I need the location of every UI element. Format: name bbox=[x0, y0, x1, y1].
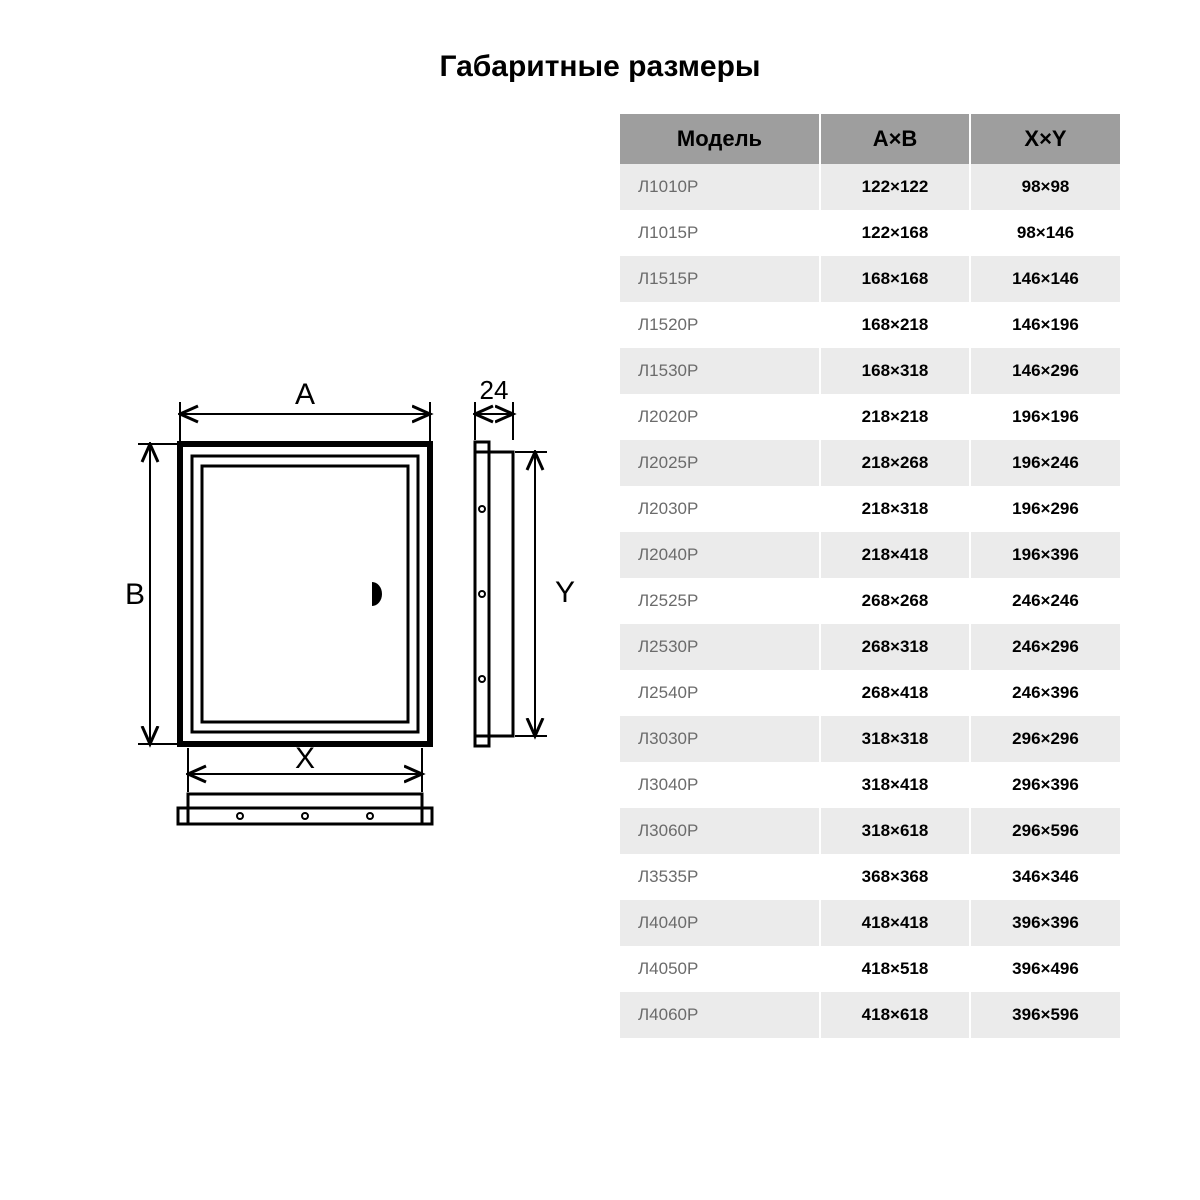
table-row: Л1520Р168×218146×196 bbox=[620, 302, 1120, 348]
cell-ab: 418×418 bbox=[820, 900, 970, 946]
col-ab: A×B bbox=[820, 114, 970, 164]
cell-xy: 146×296 bbox=[970, 348, 1120, 394]
page-title: Габаритные размеры bbox=[80, 50, 1120, 84]
cell-model: Л4060Р bbox=[620, 992, 820, 1038]
cell-ab: 168×168 bbox=[820, 256, 970, 302]
cell-ab: 418×618 bbox=[820, 992, 970, 1038]
table-row: Л2540Р268×418246×396 bbox=[620, 670, 1120, 716]
cell-ab: 218×268 bbox=[820, 440, 970, 486]
table-row: Л1010Р122×12298×98 bbox=[620, 164, 1120, 210]
cell-ab: 318×618 bbox=[820, 808, 970, 854]
cell-xy: 246×396 bbox=[970, 670, 1120, 716]
dim-B-label: B bbox=[125, 578, 145, 611]
cell-model: Л1010Р bbox=[620, 164, 820, 210]
cell-ab: 218×318 bbox=[820, 486, 970, 532]
cell-xy: 146×146 bbox=[970, 256, 1120, 302]
cell-model: Л2525Р bbox=[620, 578, 820, 624]
cell-model: Л1530Р bbox=[620, 348, 820, 394]
table-header-row: Модель A×B X×Y bbox=[620, 114, 1120, 164]
cell-model: Л2020Р bbox=[620, 394, 820, 440]
cell-model: Л3535Р bbox=[620, 854, 820, 900]
cell-xy: 246×296 bbox=[970, 624, 1120, 670]
table-row: Л4060Р418×618396×596 bbox=[620, 992, 1120, 1038]
table-row: Л2020Р218×218196×196 bbox=[620, 394, 1120, 440]
table-row: Л3060Р318×618296×596 bbox=[620, 808, 1120, 854]
cell-ab: 218×418 bbox=[820, 532, 970, 578]
table-row: Л1015Р122×16898×146 bbox=[620, 210, 1120, 256]
dim-Y-label: Y bbox=[555, 576, 575, 609]
table-row: Л2040Р218×418196×396 bbox=[620, 532, 1120, 578]
col-xy: X×Y bbox=[970, 114, 1120, 164]
table-row: Л2530Р268×318246×296 bbox=[620, 624, 1120, 670]
cell-ab: 418×518 bbox=[820, 946, 970, 992]
cell-xy: 98×98 bbox=[970, 164, 1120, 210]
cell-model: Л2030Р bbox=[620, 486, 820, 532]
cell-ab: 168×318 bbox=[820, 348, 970, 394]
cell-xy: 296×396 bbox=[970, 762, 1120, 808]
cell-ab: 318×418 bbox=[820, 762, 970, 808]
cell-model: Л2540Р bbox=[620, 670, 820, 716]
cell-model: Л2040Р bbox=[620, 532, 820, 578]
cell-xy: 296×596 bbox=[970, 808, 1120, 854]
cell-model: Л1515Р bbox=[620, 256, 820, 302]
cell-ab: 318×318 bbox=[820, 716, 970, 762]
cell-xy: 98×146 bbox=[970, 210, 1120, 256]
cell-xy: 396×396 bbox=[970, 900, 1120, 946]
cell-model: Л3040Р bbox=[620, 762, 820, 808]
cell-model: Л3030Р bbox=[620, 716, 820, 762]
content-row: A B 24 bbox=[80, 114, 1120, 1038]
dim-A-label: A bbox=[295, 378, 315, 411]
col-model: Модель bbox=[620, 114, 820, 164]
dim-X-label: X bbox=[295, 742, 315, 775]
cell-ab: 268×418 bbox=[820, 670, 970, 716]
cell-ab: 268×268 bbox=[820, 578, 970, 624]
table-row: Л3040Р318×418296×396 bbox=[620, 762, 1120, 808]
cell-model: Л3060Р bbox=[620, 808, 820, 854]
cell-ab: 122×122 bbox=[820, 164, 970, 210]
dimension-diagram: A B 24 bbox=[80, 374, 580, 874]
cell-xy: 396×496 bbox=[970, 946, 1120, 992]
cell-xy: 196×396 bbox=[970, 532, 1120, 578]
diagram-column: A B 24 bbox=[80, 114, 580, 874]
cell-ab: 218×218 bbox=[820, 394, 970, 440]
cell-xy: 396×596 bbox=[970, 992, 1120, 1038]
cell-model: Л2530Р bbox=[620, 624, 820, 670]
cell-model: Л1520Р bbox=[620, 302, 820, 348]
table-row: Л3535Р368×368346×346 bbox=[620, 854, 1120, 900]
table-row: Л1515Р168×168146×146 bbox=[620, 256, 1120, 302]
cell-ab: 122×168 bbox=[820, 210, 970, 256]
cell-xy: 296×296 bbox=[970, 716, 1120, 762]
cell-model: Л4040Р bbox=[620, 900, 820, 946]
cell-ab: 168×218 bbox=[820, 302, 970, 348]
cell-xy: 196×196 bbox=[970, 394, 1120, 440]
cell-model: Л1015Р bbox=[620, 210, 820, 256]
table-row: Л2025Р218×268196×246 bbox=[620, 440, 1120, 486]
table-row: Л2525Р268×268246×246 bbox=[620, 578, 1120, 624]
cell-xy: 146×196 bbox=[970, 302, 1120, 348]
cell-xy: 196×296 bbox=[970, 486, 1120, 532]
table-row: Л1530Р168×318146×296 bbox=[620, 348, 1120, 394]
cell-ab: 368×368 bbox=[820, 854, 970, 900]
cell-ab: 268×318 bbox=[820, 624, 970, 670]
dim-depth-label: 24 bbox=[480, 375, 509, 405]
dimensions-table: Модель A×B X×Y Л1010Р122×12298×98Л1015Р1… bbox=[620, 114, 1120, 1038]
table-row: Л4040Р418×418396×396 bbox=[620, 900, 1120, 946]
table-column: Модель A×B X×Y Л1010Р122×12298×98Л1015Р1… bbox=[620, 114, 1120, 1038]
cell-xy: 196×246 bbox=[970, 440, 1120, 486]
cell-xy: 346×346 bbox=[970, 854, 1120, 900]
cell-model: Л2025Р bbox=[620, 440, 820, 486]
cell-model: Л4050Р bbox=[620, 946, 820, 992]
table-row: Л2030Р218×318196×296 bbox=[620, 486, 1120, 532]
table-row: Л4050Р418×518396×496 bbox=[620, 946, 1120, 992]
cell-xy: 246×246 bbox=[970, 578, 1120, 624]
table-row: Л3030Р318×318296×296 bbox=[620, 716, 1120, 762]
